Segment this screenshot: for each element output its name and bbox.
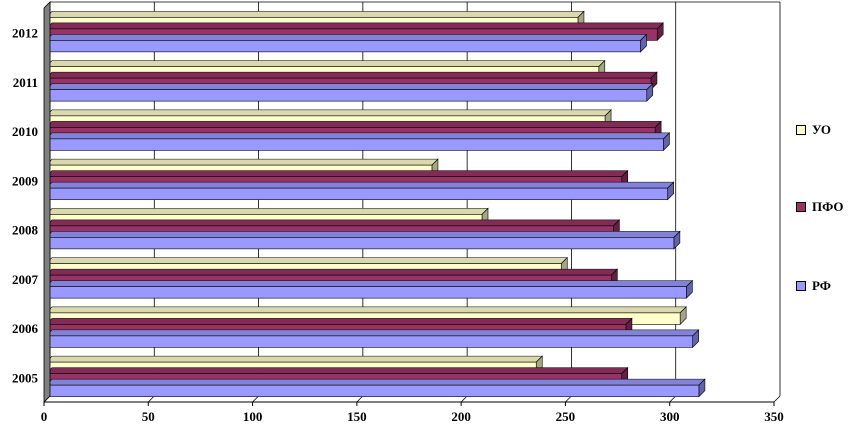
bar-top-2012-2 xyxy=(45,34,648,41)
gridline-floor-250 xyxy=(565,395,572,403)
y-tick-label-2007: 2007 xyxy=(12,272,39,287)
bar-top-2009-2 xyxy=(45,181,675,189)
legend-item-uo: УО xyxy=(796,122,831,138)
bar-top-2005-0 xyxy=(45,355,543,363)
y-tick-label-2011: 2011 xyxy=(13,75,38,90)
bar-top-2011-1 xyxy=(45,71,658,79)
x-tick-label-200: 200 xyxy=(451,409,471,424)
gridline-floor-150 xyxy=(356,395,364,403)
gridline-floor-300 xyxy=(669,395,676,403)
bar-2009-2 xyxy=(45,187,668,200)
legend-label-pfo: ПФО xyxy=(812,199,844,214)
bar-top-2007-0 xyxy=(45,257,568,264)
legend-swatch-pfo xyxy=(796,202,806,212)
gridline-floor-100 xyxy=(252,395,259,403)
bar-2007-2 xyxy=(45,286,687,299)
x-tick-label-100: 100 xyxy=(243,409,263,424)
bar-top-2008-0 xyxy=(45,208,489,215)
legend-swatch-uo xyxy=(796,125,806,135)
bar-top-2006-1 xyxy=(45,318,633,325)
bar-2005-2 xyxy=(45,384,700,397)
bar-2011-2 xyxy=(45,89,648,102)
bar-top-2005-2 xyxy=(45,378,706,386)
bar-2010-2 xyxy=(45,138,664,151)
gridline-floor-200 xyxy=(460,395,468,403)
bar-top-2010-1 xyxy=(45,121,662,128)
bar-2012-2 xyxy=(45,40,641,53)
bar-top-2010-0 xyxy=(45,109,612,117)
y-tick-label-2005: 2005 xyxy=(12,370,39,385)
x-tick-label-300: 300 xyxy=(660,409,680,424)
axes: 0 50 100 150 200 250 300 350 2005 2006 2007 2008 200… xyxy=(12,1,784,424)
bar-top-2007-2 xyxy=(45,280,694,287)
bar-top-2012-0 xyxy=(45,11,585,18)
legend-item-pfo: ПФО xyxy=(796,199,844,215)
bar-top-2006-2 xyxy=(45,329,700,337)
bar-top-2005-1 xyxy=(45,367,629,374)
bar-top-2011-0 xyxy=(45,60,606,67)
bar-top-2007-1 xyxy=(45,268,619,276)
bar-top-2008-1 xyxy=(45,219,621,227)
y-tick-label-2012: 2012 xyxy=(12,26,38,41)
x-tick-label-250: 250 xyxy=(556,409,576,424)
legend: УО ПФО РФ xyxy=(786,108,852,308)
bar-2006-2 xyxy=(45,335,693,348)
bar-top-2009-1 xyxy=(45,170,629,177)
bar-top-2009-0 xyxy=(45,158,439,166)
bar-top-2006-0 xyxy=(45,306,687,314)
bar-chart: 0 50 100 150 200 250 300 350 2005 2006 2007 2008 200… xyxy=(12,1,784,424)
legend-label-rf: РФ xyxy=(812,278,831,293)
x-tick-label-0: 0 xyxy=(41,409,48,424)
y-tick-label-2009: 2009 xyxy=(12,173,39,188)
plot-area xyxy=(44,2,780,402)
legend-swatch-rf xyxy=(796,281,806,291)
gridline-floor-350 xyxy=(773,395,781,403)
bar-top-2008-2 xyxy=(45,231,681,238)
legend-item-rf: РФ xyxy=(796,278,831,294)
left-wall xyxy=(43,1,51,403)
y-tick-label-2008: 2008 xyxy=(12,223,39,238)
y-tick-label-2010: 2010 xyxy=(12,124,38,139)
x-tick-label-350: 350 xyxy=(764,409,784,424)
gridline-floor-50 xyxy=(148,395,155,403)
bar-top-2010-2 xyxy=(45,132,671,140)
x-tick-label-50: 50 xyxy=(142,409,155,424)
x-tick-label-150: 150 xyxy=(347,409,367,424)
bar-2008-2 xyxy=(45,237,675,250)
bar-top-2012-1 xyxy=(45,22,664,30)
y-tick-label-2006: 2006 xyxy=(12,321,39,336)
bar-top-2011-2 xyxy=(45,83,654,90)
legend-label-uo: УО xyxy=(812,122,832,137)
